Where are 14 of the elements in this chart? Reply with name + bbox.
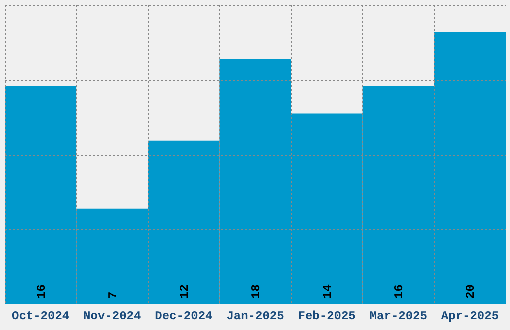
data-label: 20: [464, 284, 478, 299]
data-label: 16: [392, 284, 407, 299]
data-label: 7: [106, 292, 120, 299]
x-tick-label: Jan-2025: [226, 310, 284, 324]
data-label: 14: [321, 284, 336, 299]
data-label: 16: [34, 284, 49, 299]
data-label: 18: [250, 284, 264, 299]
x-tick-label: Dec-2024: [155, 310, 213, 324]
x-tick-label: Apr-2025: [441, 310, 500, 324]
x-tick-label: Oct-2024: [12, 310, 70, 324]
x-tick-label: Feb-2025: [298, 310, 356, 324]
data-label: 12: [178, 284, 192, 299]
x-tick-label: Nov-2024: [84, 310, 142, 324]
x-tick-label: Mar-2025: [370, 310, 428, 324]
